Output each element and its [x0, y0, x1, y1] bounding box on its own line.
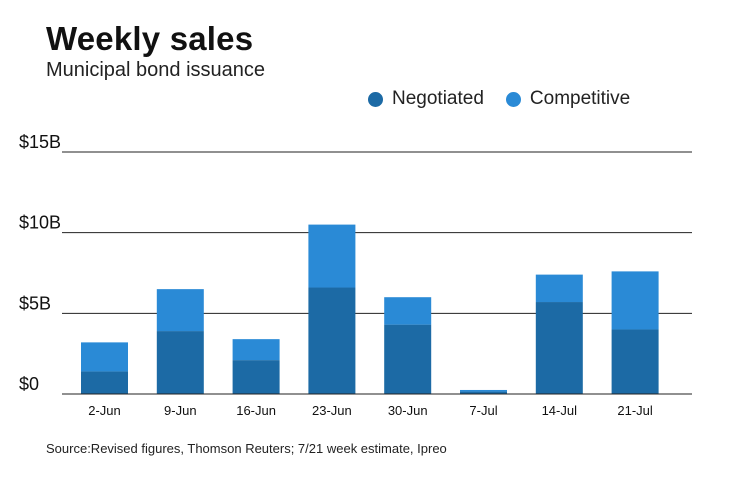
x-tick-label: 14-Jul: [542, 403, 578, 418]
legend: Negotiated Competitive: [368, 86, 652, 112]
bar-competitive-14-jul: [535, 274, 583, 303]
bar-competitive-23-jun: [308, 224, 356, 288]
x-tick-label: 16-Jun: [236, 403, 276, 418]
x-tick-label: 30-Jun: [388, 403, 428, 418]
source-note: Source:Revised figures, Thomson Reuters;…: [46, 441, 447, 456]
legend-item-competitive: Competitive: [505, 88, 631, 110]
bar-negotiated-9-jun: [156, 331, 204, 394]
legend-item-negotiated: Negotiated: [368, 88, 484, 110]
bar-negotiated-21-jul: [611, 329, 659, 394]
chart-subtitle: Municipal bond issuance: [46, 59, 266, 81]
legend-swatch-negotiated: [368, 91, 383, 107]
y-tick-label: $0: [19, 374, 39, 394]
bar-negotiated-2-jun: [81, 371, 128, 394]
x-tick-label: 2-Jun: [88, 403, 121, 418]
legend-label-competitive: Competitive: [529, 88, 631, 109]
y-tick-label: $15B: [19, 132, 61, 152]
x-tick-label: 7-Jul: [469, 403, 497, 418]
x-tick-label: 9-Jun: [164, 403, 197, 418]
legend-swatch-competitive: [505, 91, 521, 107]
bar-negotiated-16-jun: [232, 360, 280, 394]
x-tick-label: 23-Jun: [312, 403, 352, 418]
bar-competitive-21-jul: [611, 271, 659, 330]
bar-competitive-2-jun: [81, 342, 128, 372]
chart-title: Weekly sales: [46, 20, 254, 57]
y-tick-label: $5B: [19, 293, 51, 313]
bar-competitive-30-jun: [384, 297, 432, 325]
bar-negotiated-23-jun: [308, 287, 356, 394]
x-tick-label: 21-Jul: [617, 403, 653, 418]
bar-negotiated-30-jun: [384, 324, 432, 394]
bar-competitive-9-jun: [156, 289, 204, 332]
bar-competitive-7-jul: [460, 389, 507, 392]
bar-negotiated-14-jul: [535, 302, 583, 394]
bar-negotiated-7-jul: [460, 391, 507, 394]
bar-competitive-16-jun: [232, 339, 280, 361]
y-tick-label: $10B: [19, 213, 61, 233]
legend-label-negotiated: Negotiated: [392, 88, 484, 109]
